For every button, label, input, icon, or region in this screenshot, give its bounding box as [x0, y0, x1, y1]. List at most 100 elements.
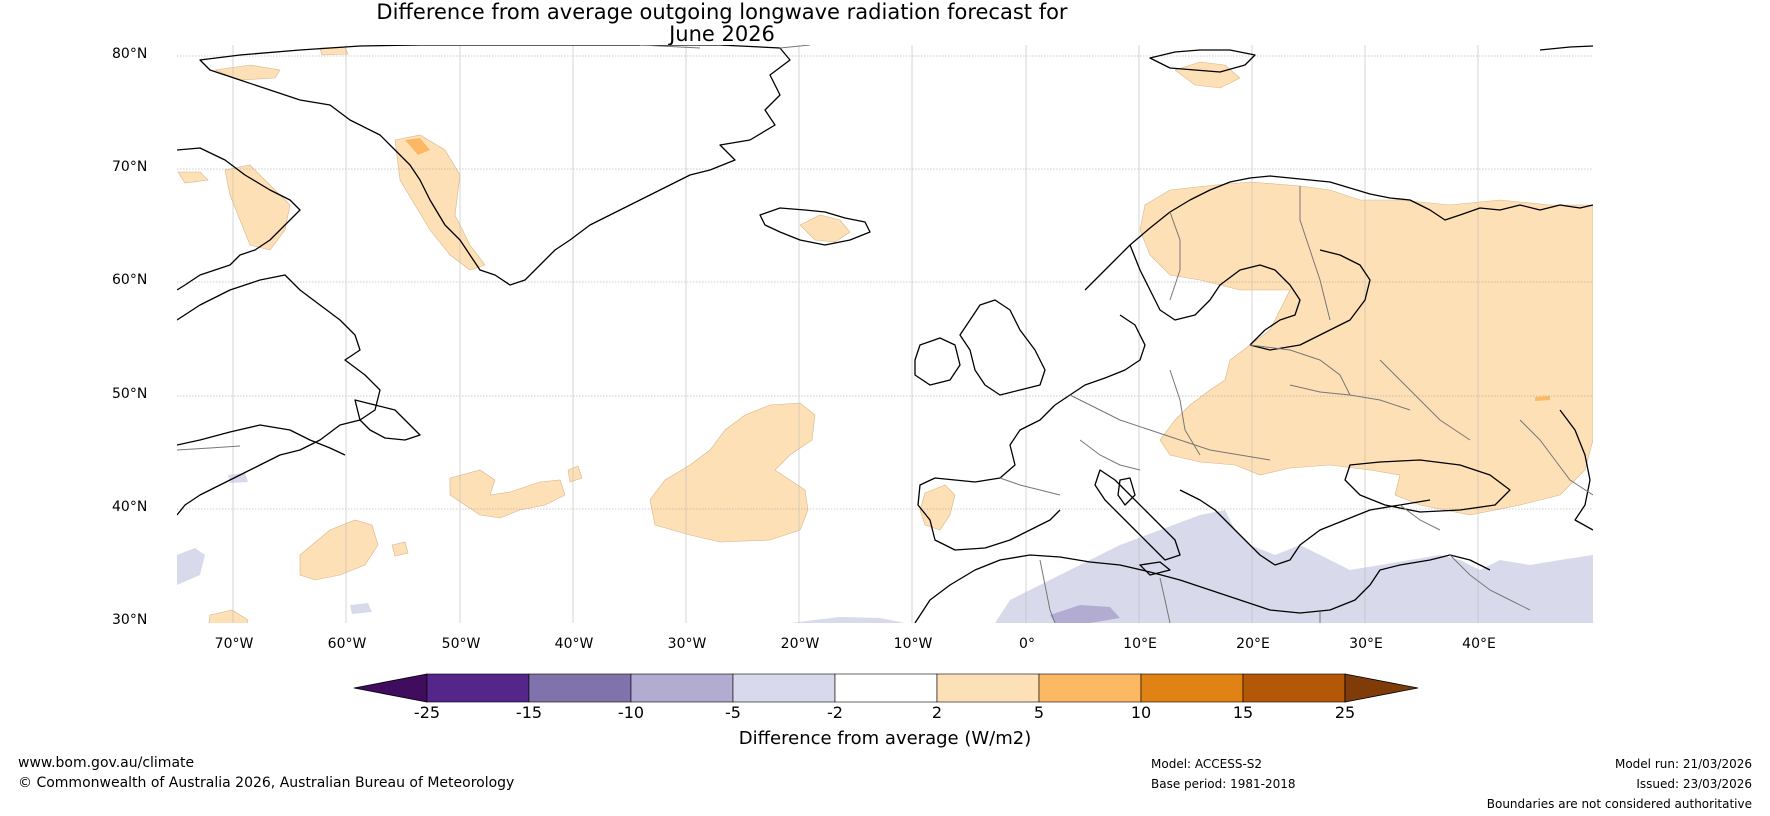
colorbar-tick-label: 5 [1033, 703, 1045, 722]
lon-label-40w: 40°W [554, 636, 594, 652]
anomaly-small-3 [391, 541, 409, 557]
title-line-2: June 2026 [669, 22, 775, 46]
border-north-africa [1039, 559, 1056, 623]
footer-url[interactable]: www.bom.gov.au/climate [18, 755, 195, 771]
coastlines [177, 45, 1593, 623]
coast-novaya-zemlya [1539, 45, 1593, 51]
anomaly-russia-scandinavia [1139, 181, 1593, 516]
colorbar-tick-label: 15 [1232, 703, 1254, 722]
anomaly-small-1 [208, 609, 249, 623]
lon-label-10w: 10°W [893, 636, 933, 652]
border-turkey [1399, 504, 1441, 531]
colorbar-segment [1242, 673, 1346, 703]
colorbar-segment [528, 673, 632, 703]
colorbar-tick-label: 10 [1130, 703, 1152, 722]
coast-newfoundland [354, 399, 421, 441]
lon-label-40e: 40°E [1462, 636, 1496, 652]
country-borders [177, 45, 1593, 623]
colorbar-extend-high [1344, 673, 1419, 703]
coast-sardinia [1117, 477, 1136, 506]
border-central-europe [1069, 394, 1271, 461]
border-middle-east [1449, 554, 1531, 611]
lon-label-50w: 50°W [441, 636, 481, 652]
footer-disclaimer: Boundaries are not considered authoritat… [1486, 797, 1752, 811]
lon-label-30e: 30°E [1349, 636, 1383, 652]
title-line-1: Difference from average outgoing longwav… [376, 0, 1068, 24]
lon-label-70w: 70°W [214, 636, 254, 652]
negative-anomaly-regions [177, 473, 1593, 623]
footer-issued: Issued: 23/03/2026 [1636, 777, 1752, 791]
lat-label-50: 50°N [112, 386, 148, 402]
coast-canada-baffin [177, 147, 301, 291]
anomaly-small-7 [350, 603, 372, 614]
lat-label-80: 80°N [112, 46, 148, 62]
anomaly-sahara-darker [1050, 605, 1120, 623]
lon-label-60w: 60°W [327, 636, 367, 652]
colorbar-tick-label: -10 [617, 703, 645, 722]
coast-france-iberia [917, 404, 1061, 551]
lon-label-10e: 10°E [1123, 636, 1157, 652]
colorbar-segment [1038, 673, 1142, 703]
colorbar-segment [936, 673, 1040, 703]
colorbar-tick-label: -25 [413, 703, 441, 722]
footer-model-run: Model run: 21/03/2026 [1614, 757, 1752, 771]
positive-anomaly-regions [177, 46, 1593, 623]
anomaly-mediterranean-north-africa [995, 510, 1593, 623]
anomaly-atlantic-subtropics [177, 548, 205, 585]
coast-caspian [1559, 409, 1593, 531]
lon-label-20w: 20°W [780, 636, 820, 652]
border-canada-usa [177, 445, 241, 451]
border-baltic-states [1249, 344, 1351, 396]
coast-svalbard [1149, 49, 1256, 73]
colorbar-tick-label: 2 [931, 703, 943, 722]
colorbar-segment [834, 673, 938, 703]
colorbar-segment [630, 673, 734, 703]
border-algeria-libya [1159, 577, 1171, 623]
coast-gulf-stlawrence [177, 424, 346, 456]
anomaly-small-6 [1535, 396, 1550, 401]
coast-finland-gulf [1249, 249, 1371, 351]
coast-sicily [1139, 561, 1171, 576]
longitude-gridlines [232, 45, 1479, 623]
lat-label-70: 70°N [112, 159, 148, 175]
lon-label-30w: 30°W [667, 636, 707, 652]
colorbar-segment [1140, 673, 1244, 703]
border-france-spain [999, 477, 1061, 496]
coast-denmark-germany [1054, 314, 1146, 406]
coast-north-africa [914, 554, 1491, 623]
lat-label-60: 60°N [112, 272, 148, 288]
footer-copyright: © Commonwealth of Australia 2026, Austra… [18, 775, 515, 791]
coast-greenland [199, 45, 791, 286]
lon-label-0: 0° [1019, 636, 1035, 652]
coast-uk-ireland [959, 299, 1046, 396]
footer-base-period: Base period: 1981-2018 [1151, 777, 1296, 791]
map-area [177, 45, 1593, 623]
border-sweden-norway [1169, 211, 1181, 301]
border-finland-russia [1299, 186, 1331, 321]
coast-black-sea [1344, 459, 1511, 513]
coast-ireland [914, 337, 961, 386]
colorbar-tick-label: 25 [1334, 703, 1356, 722]
coast-balkans-greece [1179, 489, 1431, 566]
border-kazakhstan [1519, 419, 1593, 496]
anomaly-svalbard [1174, 61, 1241, 89]
border-poland-germany [1169, 369, 1201, 456]
lon-label-20e: 20°E [1236, 636, 1270, 652]
coast-norway-russia [1084, 175, 1593, 291]
anomaly-small-5 [177, 171, 209, 184]
border-greenland-gray [639, 45, 811, 49]
anomaly-greenland-hot [405, 138, 430, 155]
colorbar-segment [426, 673, 530, 703]
colorbar-extend-low [353, 673, 428, 703]
coast-labrador [177, 274, 381, 516]
border-ukraine-russia [1379, 359, 1471, 441]
lat-label-30: 30°N [112, 612, 148, 628]
colorbar-tick-label: -5 [725, 703, 741, 722]
lat-label-40: 40°N [112, 499, 148, 515]
colorbar-title: Difference from average (W/m2) [738, 728, 1032, 749]
coast-iceland [759, 207, 871, 246]
border-alps [1079, 439, 1141, 471]
coast-sweden-baltic [1129, 244, 1301, 346]
